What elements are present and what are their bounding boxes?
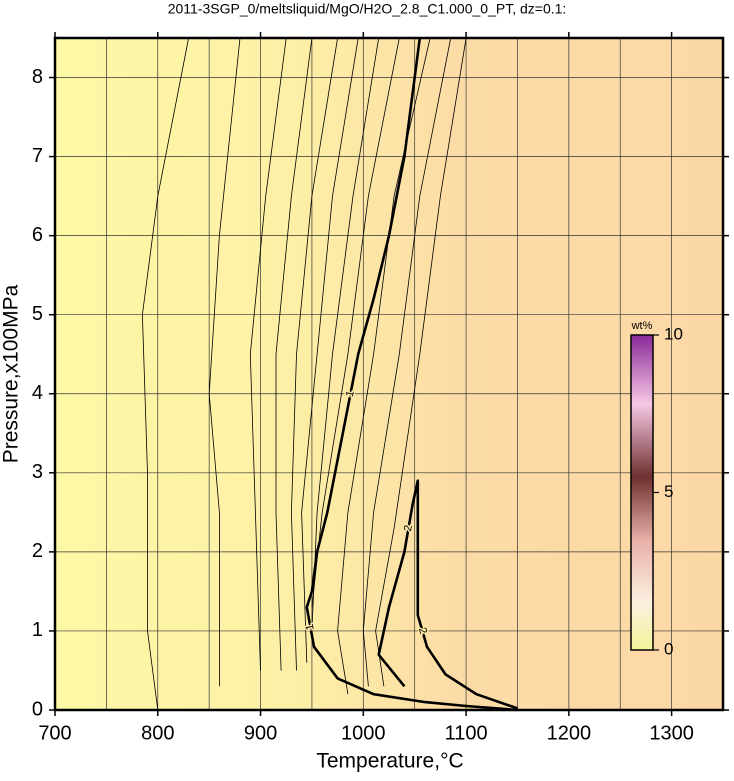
colorbar-tick-label: 10 (664, 324, 683, 343)
x-tick-label: 900 (244, 722, 277, 744)
contour-label: 1 (304, 623, 317, 631)
contour-label: 1 (344, 390, 357, 398)
contour-line (249, 37, 287, 671)
y-axis-label: Pressure,x100MPa (0, 284, 23, 463)
y-tick-label: 4 (32, 382, 43, 404)
contour-line (377, 479, 518, 710)
y-tick-label: 5 (32, 303, 43, 325)
plot-frame (53, 36, 725, 712)
colorbar-title: wt% (631, 320, 653, 332)
x-tick-label: 800 (141, 722, 174, 744)
contour-line (208, 37, 241, 687)
contour-label: 2 (402, 524, 415, 532)
x-tick-label: 700 (38, 722, 71, 744)
y-tick-label: 1 (32, 619, 43, 641)
contour-line (142, 37, 189, 711)
x-tick-label: 1000 (341, 722, 386, 744)
contour-line (305, 37, 518, 712)
colorbar-tick-label: 5 (664, 482, 673, 501)
chart-title: 2011-3SGP_0/meltsliquid/MgO/H2O_2.8_C1.0… (168, 1, 567, 17)
x-tick-label: 1300 (649, 722, 694, 744)
colorbar (630, 334, 654, 651)
contour-line (375, 37, 467, 687)
x-axis-label: Temperature,°C (316, 750, 463, 773)
contour-line (291, 37, 338, 671)
y-tick-label: 6 (32, 224, 43, 246)
plot-background (55, 38, 723, 710)
y-tick-label: 8 (32, 66, 43, 88)
contour-line (275, 37, 313, 671)
contour-line (301, 37, 359, 663)
x-tick-label: 1200 (547, 722, 592, 744)
contour-line (311, 37, 380, 631)
y-tick-label: 3 (32, 461, 43, 483)
y-tick-label: 2 (32, 540, 43, 562)
contour-line (337, 37, 431, 695)
y-tick-label: 0 (32, 698, 43, 720)
contour-line (362, 37, 452, 687)
y-tick-label: 7 (32, 145, 43, 167)
x-tick-label: 1100 (445, 722, 488, 744)
colorbar-tick-label: 0 (664, 639, 673, 658)
